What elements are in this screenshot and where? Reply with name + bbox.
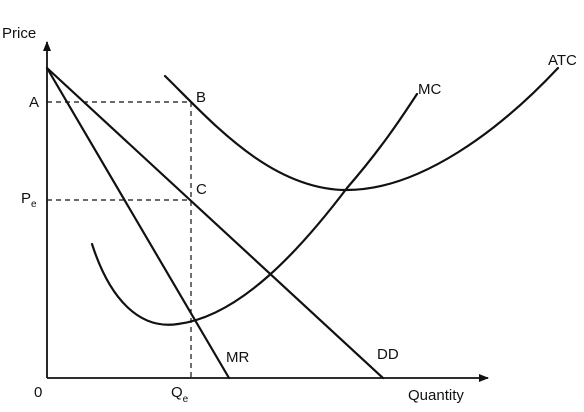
mc-marginal-cost-curve	[90, 92, 419, 326]
price-a-label: A	[29, 94, 39, 111]
mr-curve-label: MR	[226, 349, 249, 366]
point-c-label: C	[196, 181, 207, 198]
quantity-qe-sub: e	[183, 394, 189, 405]
y-axis-label: Price	[2, 25, 36, 42]
atc-average-total-cost-curve	[163, 66, 560, 192]
quantity-qe-main: Q	[171, 384, 183, 401]
mc-curve-label: MC	[418, 81, 441, 98]
quantity-qe-label: Qe	[171, 384, 189, 405]
dd-demand-curve	[45, 66, 385, 380]
point-b-label: B	[196, 89, 206, 106]
price-pe-main: P	[21, 190, 31, 207]
price-pe-label: Pe	[21, 190, 37, 210]
mr-marginal-revenue-curve	[45, 66, 231, 380]
atc-curve-label: ATC	[548, 52, 577, 69]
origin-label: 0	[34, 384, 42, 401]
x-axis-label: Quantity	[408, 387, 464, 404]
dd-curve-label: DD	[377, 346, 399, 363]
price-pe-sub: e	[31, 199, 37, 210]
